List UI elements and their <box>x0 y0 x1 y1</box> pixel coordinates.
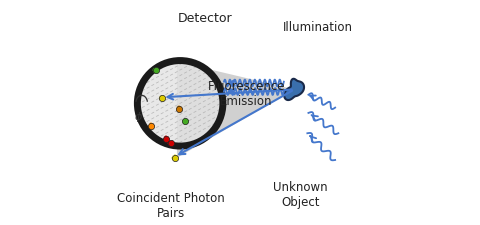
Text: Unknown
Object: Unknown Object <box>273 181 328 209</box>
Text: Fluorescence
Emission: Fluorescence Emission <box>208 80 285 108</box>
Circle shape <box>137 61 223 146</box>
Text: Detector: Detector <box>178 12 232 25</box>
Text: Illumination: Illumination <box>282 21 352 34</box>
Polygon shape <box>284 79 304 100</box>
Text: ϕ: ϕ <box>135 112 142 122</box>
Polygon shape <box>177 62 295 158</box>
Polygon shape <box>177 62 295 158</box>
Text: Coincident Photon
Pairs: Coincident Photon Pairs <box>117 192 225 220</box>
